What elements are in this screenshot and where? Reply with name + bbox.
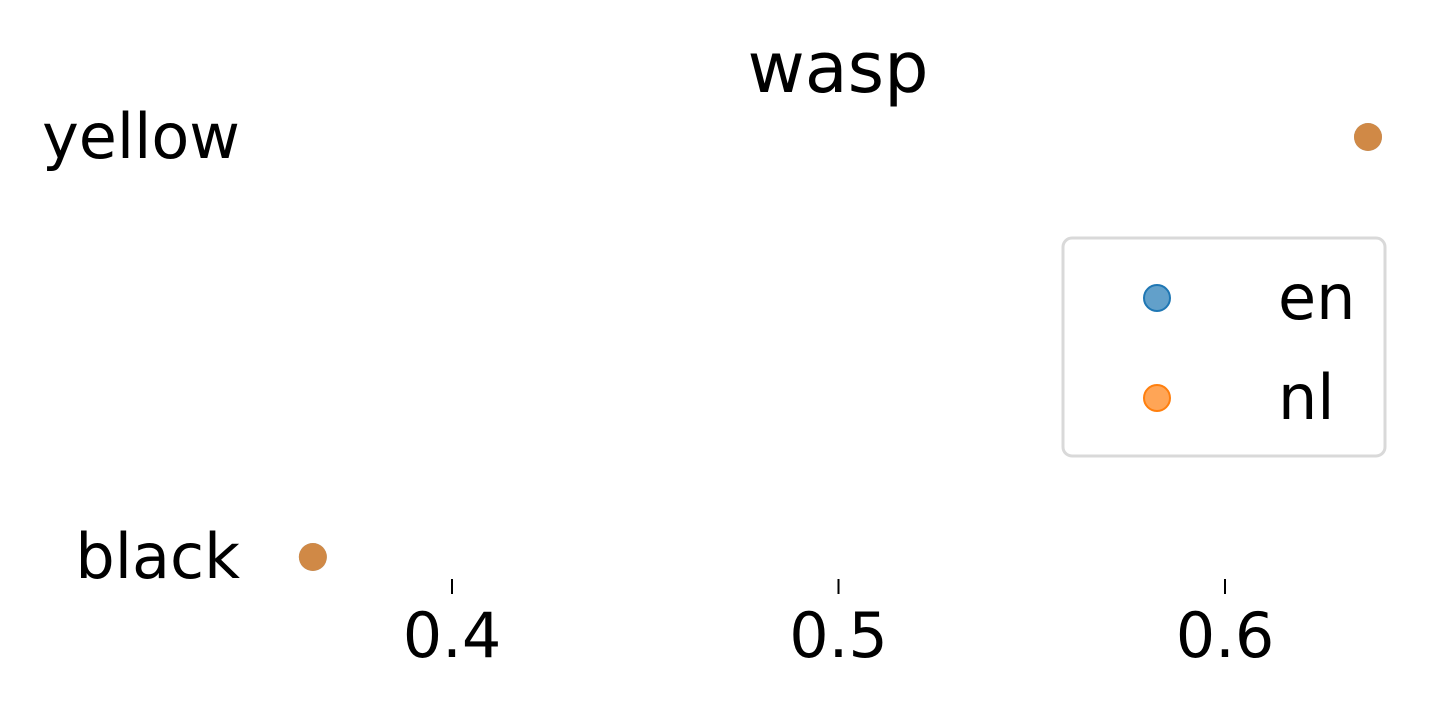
- data-points: [298, 123, 1383, 571]
- category-label-black: black: [75, 520, 240, 593]
- x-axis: 0.4 0.5 0.6: [403, 579, 1275, 672]
- chart-title: wasp: [747, 27, 928, 109]
- legend-marker-en: [1143, 284, 1171, 312]
- y-axis-labels: black yellow: [42, 100, 240, 593]
- point-nl-yellow: [1354, 123, 1383, 151]
- legend: en nl: [1061, 236, 1387, 458]
- x-tick-label: 0.6: [1176, 599, 1275, 672]
- x-tick-label: 0.5: [789, 599, 888, 672]
- category-label-yellow: yellow: [42, 100, 240, 173]
- legend-label-nl: nl: [1278, 361, 1335, 434]
- x-tick-label: 0.4: [403, 599, 502, 672]
- legend-marker-nl: [1143, 384, 1171, 412]
- point-nl-black: [298, 543, 327, 571]
- legend-label-en: en: [1278, 261, 1355, 334]
